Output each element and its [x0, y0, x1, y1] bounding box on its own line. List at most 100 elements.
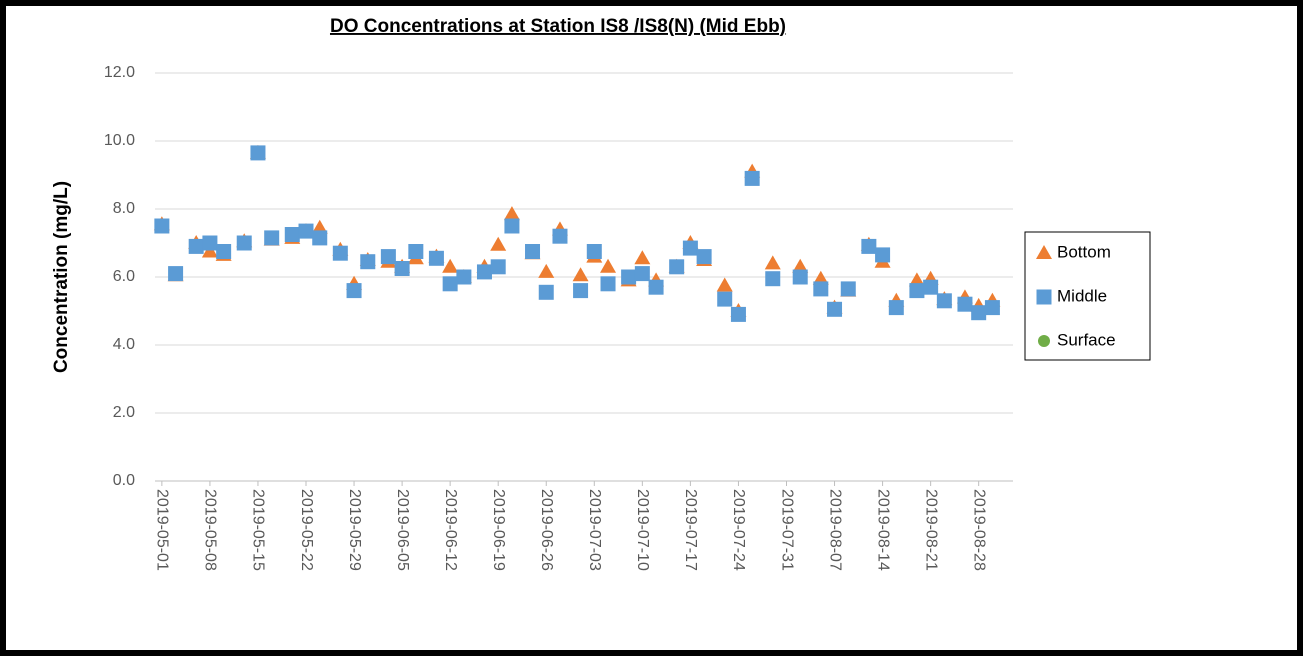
point	[202, 235, 218, 251]
point	[490, 259, 506, 275]
y-tick-label: 12.0	[104, 64, 135, 81]
point	[908, 272, 925, 287]
point	[525, 244, 541, 259]
point	[971, 305, 987, 321]
point	[298, 223, 314, 239]
point	[504, 218, 520, 234]
point	[490, 236, 507, 251]
point	[792, 258, 809, 273]
point	[813, 281, 829, 297]
point	[875, 247, 891, 263]
point	[408, 244, 424, 259]
point	[236, 235, 252, 251]
point	[682, 240, 698, 256]
point	[250, 145, 266, 161]
point	[936, 293, 952, 309]
y-tick-label: 4.0	[113, 336, 135, 353]
point	[394, 261, 410, 276]
x-tick-label: 2019-06-26	[538, 489, 555, 571]
x-tick-label: 2019-06-12	[442, 489, 459, 571]
point	[538, 263, 555, 278]
chart-title: DO Concentrations at Station IS8 /IS8(N)…	[330, 16, 786, 37]
point	[284, 227, 300, 242]
point	[957, 296, 973, 312]
point	[765, 271, 781, 287]
point	[380, 249, 396, 265]
point	[840, 281, 856, 297]
x-tick-label: 2019-05-29	[346, 489, 363, 571]
point	[764, 255, 781, 270]
x-tick-label: 2019-07-03	[586, 489, 603, 571]
legend-marker	[1036, 245, 1052, 259]
legend-label: Middle	[1057, 286, 1107, 305]
point	[442, 276, 458, 292]
point	[669, 259, 685, 275]
point	[311, 219, 328, 234]
point	[861, 238, 877, 254]
x-tick-label: 2019-08-21	[922, 489, 939, 571]
legend-label: Bottom	[1057, 242, 1111, 261]
legend-marker	[1038, 335, 1050, 347]
point	[572, 267, 589, 282]
point	[360, 254, 376, 270]
x-tick-label: 2019-05-22	[298, 489, 315, 571]
y-axis-label: Concentration (mg/L)	[51, 181, 72, 373]
point	[730, 306, 746, 322]
y-tick-label: 2.0	[113, 404, 135, 421]
x-tick-label: 2019-07-24	[730, 489, 747, 571]
x-tick-label: 2019-08-14	[874, 489, 891, 571]
point	[717, 291, 733, 307]
y-tick-label: 0.0	[113, 472, 135, 489]
point	[168, 266, 184, 282]
point	[503, 206, 520, 221]
point	[923, 279, 939, 295]
legend-marker	[1036, 289, 1052, 305]
point	[909, 283, 925, 299]
point	[456, 269, 472, 285]
x-tick-label: 2019-06-19	[490, 489, 507, 571]
point	[476, 264, 492, 280]
x-tick-label: 2019-08-07	[826, 489, 843, 571]
point	[827, 301, 843, 317]
x-tick-label: 2019-07-31	[778, 489, 795, 571]
x-tick-label: 2019-07-10	[634, 489, 651, 571]
point	[428, 250, 444, 266]
point	[552, 228, 568, 244]
point	[216, 244, 232, 259]
point	[716, 277, 733, 292]
point	[792, 269, 808, 285]
point	[312, 230, 328, 246]
point	[696, 249, 712, 265]
y-tick-label: 10.0	[104, 132, 135, 149]
y-tick-label: 6.0	[113, 268, 135, 285]
x-tick-label: 2019-05-08	[202, 489, 219, 571]
legend-label: Surface	[1057, 330, 1116, 349]
point	[442, 258, 459, 273]
point	[600, 276, 616, 292]
point	[538, 284, 554, 300]
point	[346, 283, 362, 299]
point	[264, 230, 280, 246]
x-tick-label: 2019-08-28	[970, 489, 987, 571]
point	[888, 300, 904, 316]
point	[621, 269, 637, 285]
point	[600, 258, 617, 273]
point	[634, 266, 650, 282]
point	[812, 270, 829, 285]
point	[332, 245, 348, 261]
point	[188, 238, 204, 254]
x-tick-label: 2019-05-01	[154, 489, 171, 571]
point	[573, 283, 589, 299]
y-tick-label: 8.0	[113, 200, 135, 217]
x-tick-label: 2019-07-17	[682, 489, 699, 571]
point	[586, 244, 602, 259]
point	[648, 279, 664, 295]
point	[634, 250, 651, 265]
x-tick-label: 2019-06-05	[394, 489, 411, 571]
point	[984, 300, 1000, 316]
x-tick-label: 2019-05-15	[250, 489, 267, 571]
point	[154, 218, 170, 234]
point	[744, 170, 760, 186]
